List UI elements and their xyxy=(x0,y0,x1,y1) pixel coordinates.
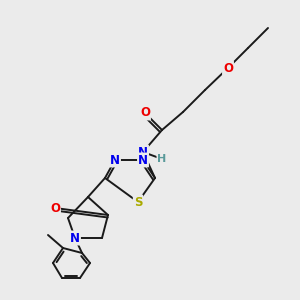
Text: N: N xyxy=(138,146,148,158)
Text: H: H xyxy=(158,154,166,164)
Text: O: O xyxy=(223,61,233,74)
Text: N: N xyxy=(138,154,148,166)
Text: N: N xyxy=(70,232,80,244)
Text: N: N xyxy=(110,154,120,166)
Text: O: O xyxy=(50,202,60,214)
Text: O: O xyxy=(140,106,150,119)
Text: S: S xyxy=(134,196,142,208)
